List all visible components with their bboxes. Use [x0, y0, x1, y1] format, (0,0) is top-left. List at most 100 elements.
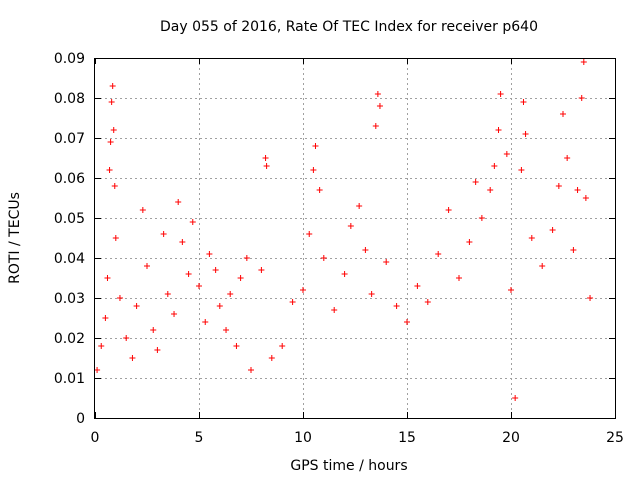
- data-point: [372, 123, 379, 129]
- data-point: [539, 263, 546, 269]
- data-point: [560, 111, 566, 117]
- data-point: [404, 319, 410, 325]
- data-point: [574, 187, 581, 193]
- data-point: [108, 99, 115, 105]
- data-point: [111, 183, 118, 189]
- data-point: [320, 255, 327, 261]
- data-point: [508, 287, 514, 293]
- plot-frame: [94, 58, 616, 419]
- data-point: [300, 287, 306, 293]
- data-point: [456, 275, 462, 281]
- data-point: [393, 303, 400, 309]
- data-point: [129, 355, 136, 361]
- data-point: [123, 335, 130, 341]
- y-tick-label: 0.06: [54, 171, 85, 187]
- data-point: [376, 103, 383, 109]
- data-point: [306, 231, 313, 237]
- data-point: [110, 127, 117, 133]
- x-tick-label: 10: [294, 430, 312, 446]
- y-tick-label: 0.08: [54, 91, 85, 107]
- data-point: [196, 283, 202, 289]
- data-point: [316, 187, 323, 193]
- data-point: [279, 343, 286, 349]
- data-point: [424, 299, 431, 305]
- data-point: [268, 355, 275, 361]
- x-tick-label: 15: [398, 430, 416, 446]
- data-point: [487, 187, 494, 193]
- data-point: [104, 275, 111, 281]
- data-point: [289, 299, 296, 305]
- data-point: [491, 163, 498, 169]
- data-point: [374, 91, 381, 97]
- data-point: [212, 267, 219, 273]
- y-tick-label: 0.02: [54, 331, 85, 347]
- data-point: [587, 295, 594, 301]
- data-point: [133, 303, 140, 309]
- data-point: [347, 223, 354, 229]
- data-point: [362, 247, 369, 253]
- data-point: [555, 183, 562, 189]
- x-axis: 0 5 10 15 20 25: [91, 58, 624, 446]
- data-point: [520, 99, 527, 105]
- data-point: [189, 219, 196, 225]
- y-tick-label: 0: [76, 411, 85, 427]
- x-tick-label: 5: [195, 430, 204, 446]
- data-point: [518, 167, 525, 173]
- data-point: [466, 239, 473, 245]
- y-tick-label: 0.09: [54, 51, 85, 67]
- data-point: [185, 271, 192, 277]
- data-point: [312, 143, 319, 149]
- data-point: [144, 263, 150, 269]
- data-point: [175, 199, 182, 205]
- y-tick-label: 0.07: [54, 131, 85, 147]
- data-point: [495, 127, 502, 133]
- data-point: [160, 231, 167, 237]
- data-point: [179, 239, 186, 245]
- data-point: [237, 275, 244, 281]
- data-point: [262, 155, 269, 161]
- y-tick-label: 0.03: [54, 291, 85, 307]
- data-point: [472, 179, 479, 185]
- data-point: [356, 203, 363, 209]
- data-point: [310, 167, 317, 173]
- data-point: [233, 343, 240, 349]
- data-point: [243, 255, 250, 261]
- x-axis-label: GPS time / hours: [290, 458, 407, 474]
- data-point: [102, 315, 109, 321]
- y-tick-label: 0.05: [54, 211, 85, 227]
- x-tick-label: 25: [606, 430, 624, 446]
- data-point: [109, 83, 116, 89]
- data-point: [98, 343, 105, 349]
- data-point: [202, 319, 209, 325]
- data-point: [564, 155, 571, 161]
- data-point: [528, 235, 535, 241]
- y-axis-label: ROTI / TECUs: [7, 192, 23, 284]
- data-point: [106, 167, 113, 173]
- data-point: [116, 295, 123, 301]
- data-point: [139, 207, 146, 213]
- data-point: [112, 235, 119, 241]
- data-point: [578, 95, 585, 101]
- data-point: [94, 367, 101, 373]
- data-point: [580, 59, 587, 65]
- data-point: [216, 303, 223, 309]
- data-point: [445, 207, 452, 213]
- data-point: [331, 307, 338, 313]
- y-tick-label: 0.04: [54, 251, 85, 267]
- data-point: [512, 395, 519, 401]
- data-point: [206, 251, 213, 257]
- data-point: [341, 271, 348, 277]
- data-point: [164, 291, 171, 297]
- data-point: [503, 151, 510, 157]
- data-point: [227, 291, 234, 297]
- data-point: [154, 347, 161, 353]
- data-point: [582, 195, 589, 201]
- data-point: [497, 91, 504, 97]
- data-point: [258, 267, 265, 273]
- grid-lines: [95, 58, 615, 418]
- data-point: [478, 215, 485, 221]
- y-tick-label: 0.01: [54, 371, 85, 387]
- data-point: [248, 367, 254, 373]
- x-tick-label: 0: [91, 430, 100, 446]
